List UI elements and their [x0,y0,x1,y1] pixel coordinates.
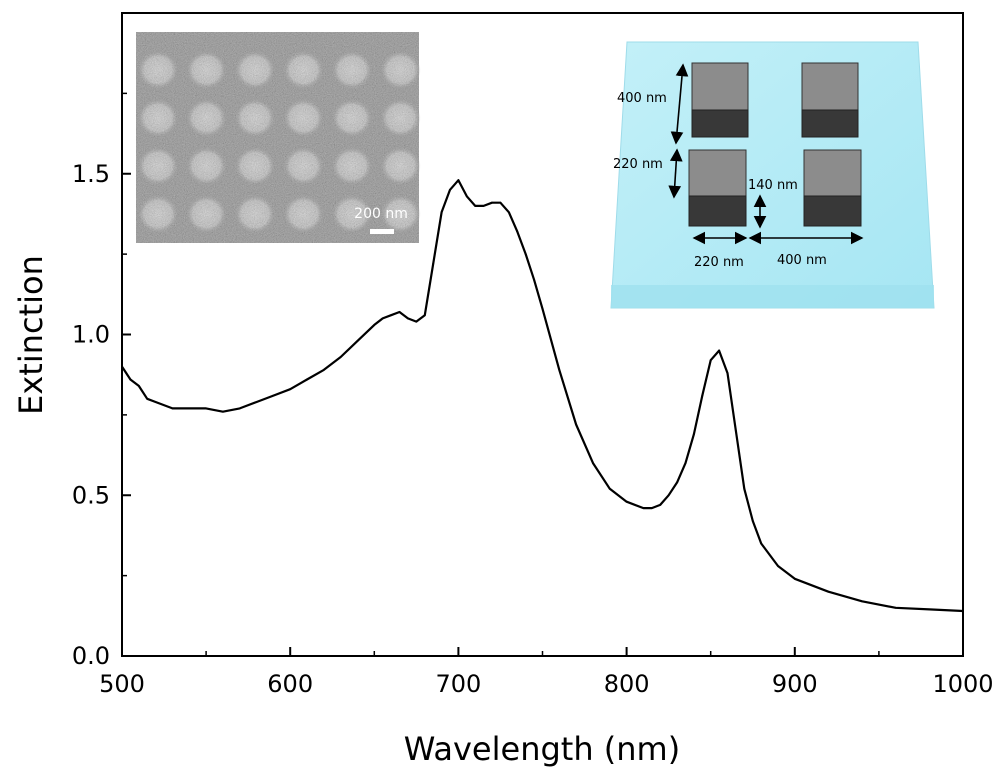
data-point [751,520,754,522]
cube-top-left [691,62,749,138]
data-point [238,407,241,410]
data-point [390,314,393,317]
x-tick-label: 500 [99,670,145,698]
x-tick-label: 1000 [932,670,993,698]
data-point [659,503,662,506]
data-point [516,230,519,233]
data-point [222,410,224,413]
x-tick-label: 600 [267,670,313,698]
sem-noise-overlay [136,32,419,243]
data-point [474,205,477,207]
sem-inset: 200 nm [136,32,421,243]
data-point [415,320,418,323]
data-point [676,481,678,484]
data-point [558,368,561,371]
data-point [894,606,897,609]
data-point [777,565,779,567]
y-tick-label: 1.0 [72,321,110,349]
x-tick-label: 900 [772,670,818,698]
data-point [726,372,729,374]
sem-scale-bar-label: 200 nm [354,206,408,222]
data-point [684,462,687,464]
data-point [171,407,174,410]
dim-label-cube-height: 140 nm [748,178,798,193]
data-point [440,211,443,214]
cube-bottom-right [803,149,862,227]
data-point [928,608,931,611]
schematic-inset: 400 nm 220 nm 140 nm 220 nm 400 nm [610,41,935,309]
data-point [121,365,123,368]
data-point [449,188,451,191]
data-point [129,378,132,381]
cube-top-right [801,62,859,138]
data-point [423,314,426,317]
data-point [154,401,157,403]
x-axis-title: Wavelength (nm) [404,730,680,768]
data-point [432,262,435,265]
x-axis-ticks: 500 600 700 800 900 1000 [99,647,994,698]
data-point [962,610,964,612]
data-point [322,368,325,371]
data-point [457,179,460,182]
data-point [592,462,594,464]
data-point [272,394,275,397]
sem-scale-bar [370,229,394,234]
dim-label-bottom-pitch: 400 nm [777,253,827,268]
dim-label-bottom-width: 220 nm [694,255,744,270]
data-point [692,433,695,436]
data-point [827,590,830,593]
data-point [289,388,292,391]
data-point [760,542,763,545]
substrate [610,41,935,309]
data-point [524,253,527,256]
data-point [188,407,191,410]
data-point [541,307,544,310]
y-axis-ticks: 0.0 0.5 1.0 1.5 [72,92,131,670]
data-point [465,195,468,198]
data-point [507,211,510,214]
dim-label-gap-height: 220 nm [613,157,663,172]
data-point [482,205,485,207]
x-tick-label: 800 [604,670,650,698]
substrate-edge [611,285,934,308]
data-point [861,600,863,603]
data-point [205,407,208,410]
data-point [743,487,746,490]
data-point [407,317,409,320]
data-point [533,278,535,281]
data-point [608,487,611,490]
y-axis-title: Extinction [12,255,50,415]
data-point [625,500,628,503]
data-point [398,311,401,313]
data-point [255,401,258,403]
series-group [121,179,964,613]
data-point [491,201,493,204]
y-tick-label: 0.0 [72,642,110,670]
y-tick-label: 1.5 [72,160,110,188]
y-tick-label: 0.5 [72,481,110,509]
data-point [735,430,737,432]
cube-bottom-left [688,149,747,227]
x-tick-label: 700 [435,670,481,698]
data-point [373,323,376,326]
data-point [137,385,140,387]
dim-arrow-top-height [670,63,689,145]
data-point [650,507,653,510]
data-point [356,340,359,342]
data-point [339,356,342,358]
data-point [306,378,308,381]
dim-arrow-gap-height [668,148,683,199]
data-point [146,397,149,400]
data-point [793,577,796,580]
data-point [709,359,712,362]
data-point [381,317,384,320]
data-point [667,494,670,497]
data-point [718,349,721,352]
data-point [642,507,645,510]
data-point [499,201,502,204]
data-point [575,423,578,426]
dim-label-top-height: 400 nm [617,91,667,106]
data-point [701,394,704,397]
